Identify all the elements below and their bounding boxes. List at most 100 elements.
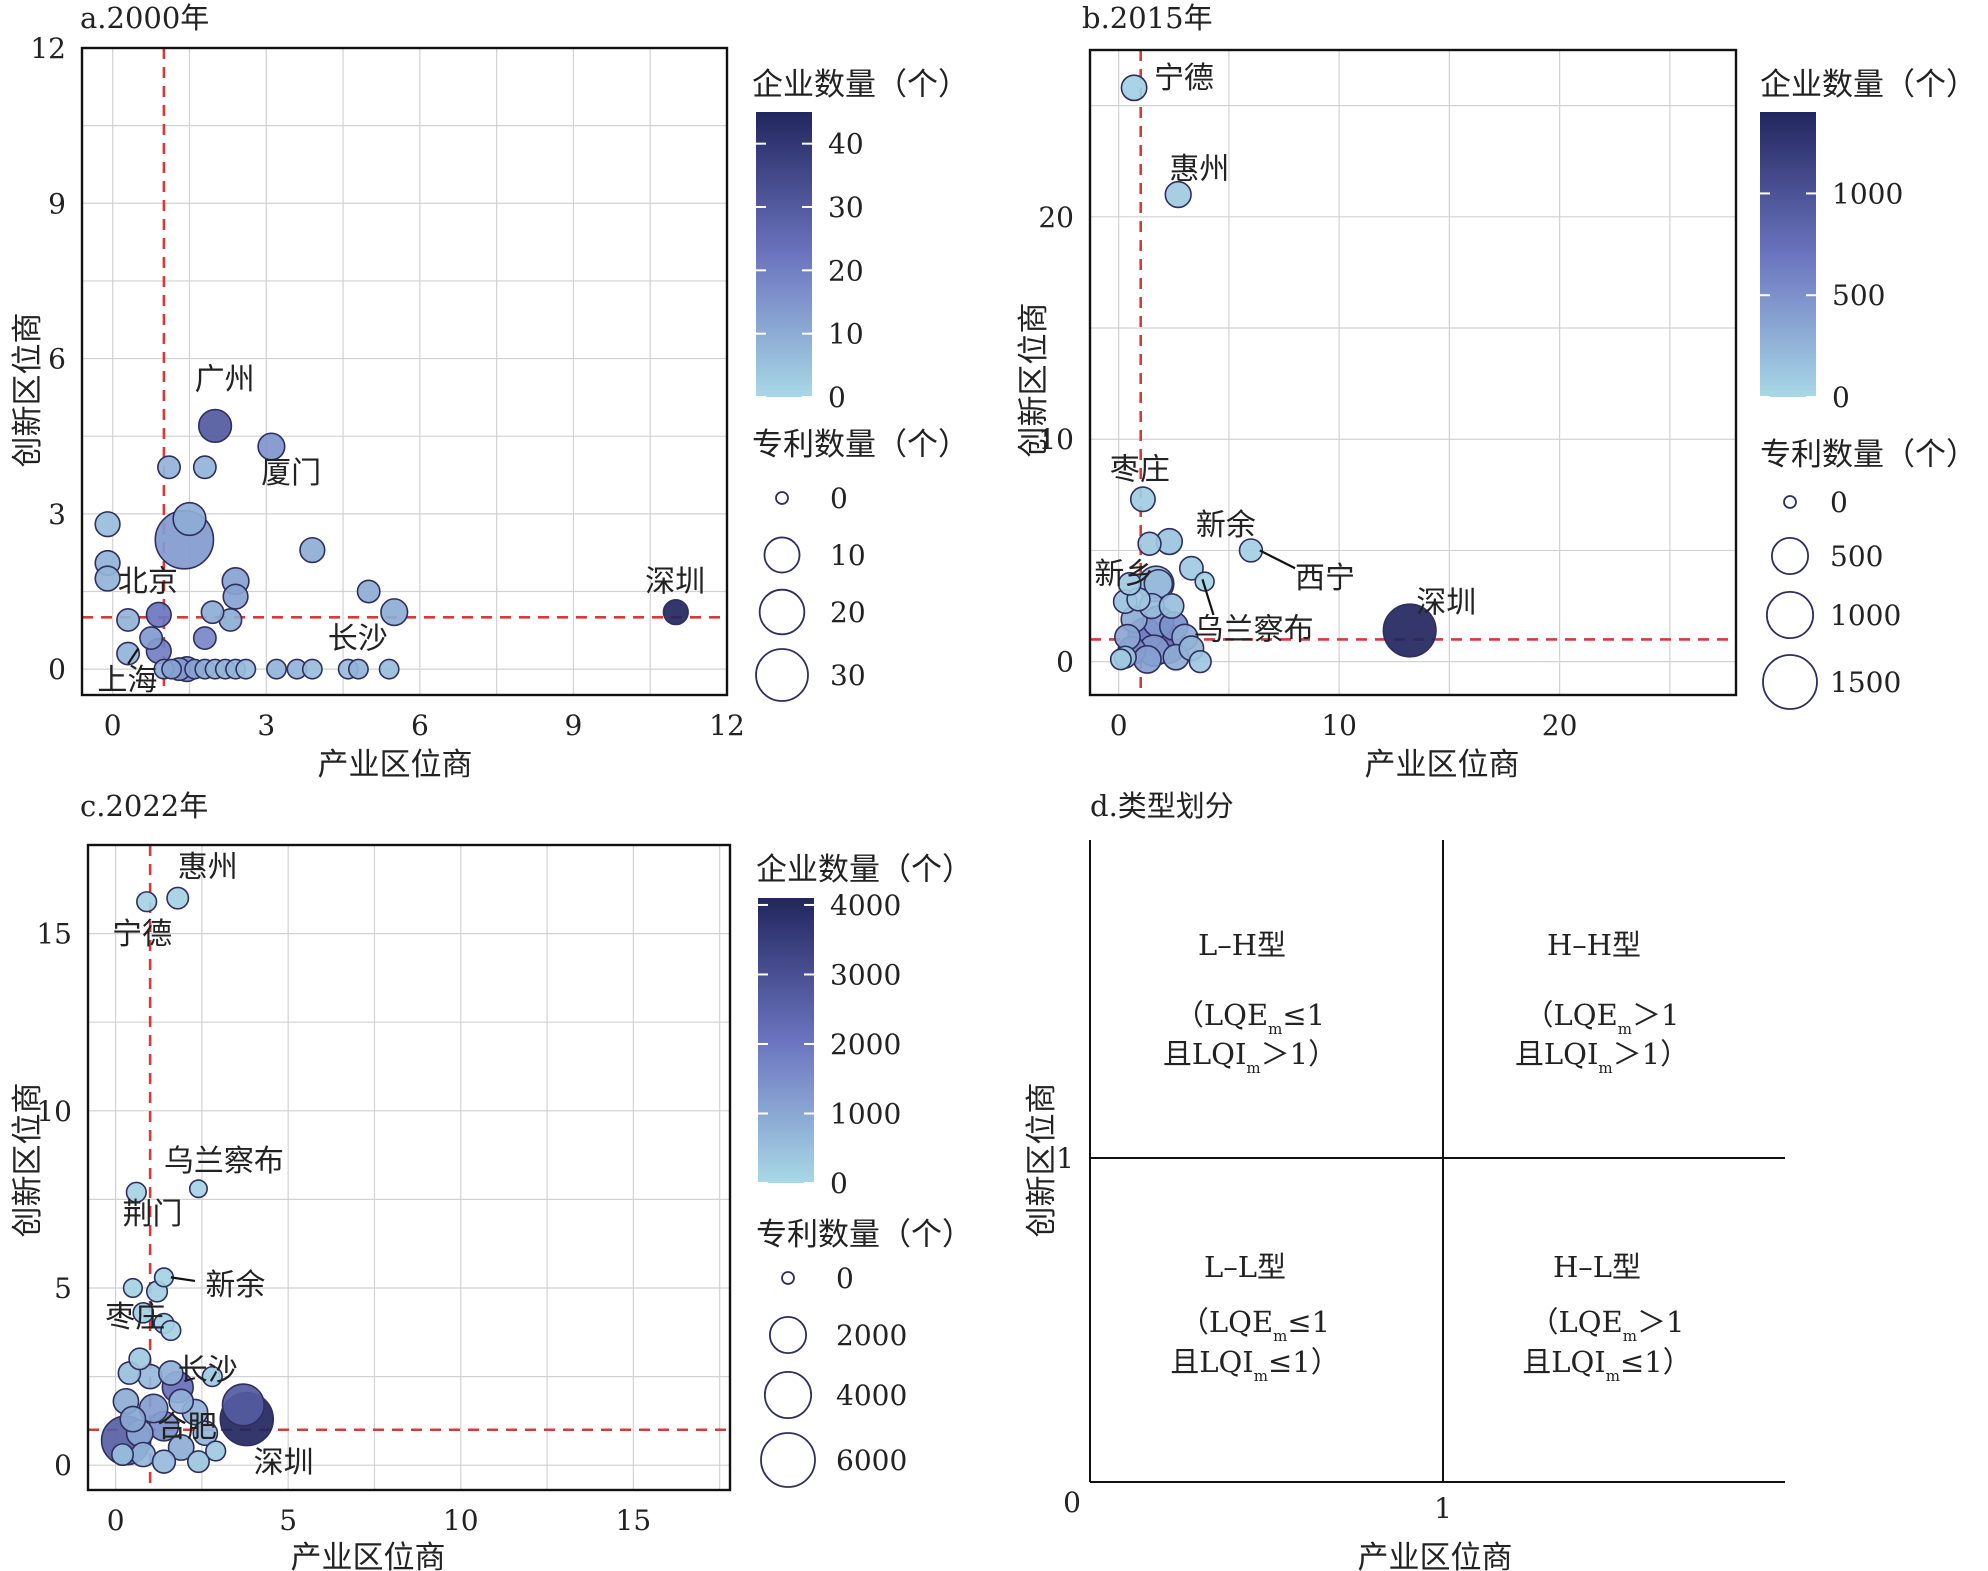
panel-a-data-point	[356, 579, 381, 604]
panel-a-data-point	[380, 598, 409, 627]
panel-a-color-legend: 企业数量（个） 0 10 20 30 40	[752, 67, 969, 414]
panel-c-data-point	[111, 1443, 135, 1467]
panel-b-data-point	[1238, 538, 1264, 563]
panel-d-y-mark: 1	[1056, 1142, 1074, 1175]
panel-b-size-legend-title: 专利数量（个）	[1760, 437, 1977, 473]
panel-b-point-label: 深圳	[1416, 586, 1476, 621]
panel-a-data-point	[378, 658, 400, 680]
panel-c-data-point	[132, 1301, 155, 1324]
panel-c-x-tick-label: 10	[443, 1504, 479, 1537]
panel-c-colorbar-tick-label: 1000	[830, 1097, 901, 1130]
panel-b-leader-line	[1201, 579, 1215, 616]
panel-a-data-point	[116, 641, 141, 666]
panel-b-point-label: 枣庄	[1110, 452, 1170, 487]
panel-c-size-legend-circle	[763, 1370, 813, 1420]
panel-c-color-legend: 企业数量（个） 0 1000 2000 3000 4000	[756, 852, 973, 1200]
panel-b-colorbar-tick-label: 500	[1832, 279, 1885, 312]
panel-b-data-point	[1178, 555, 1204, 581]
panel-a-size-legend-title: 专利数量（个）	[752, 427, 969, 463]
panel-a-colorbar-ticks: 0 10 20 30 40	[756, 128, 864, 414]
panel-a-points	[94, 408, 689, 683]
panel-a-x-tick-labels: 0 3 6 9 12	[104, 709, 745, 742]
panel-c-colorbar-tick-label: 3000	[830, 958, 901, 991]
panel-c-data-point	[136, 891, 158, 913]
panel-a-leader-lines	[127, 647, 140, 665]
panel-b-colorbar-tick-label: 0	[1832, 381, 1850, 414]
quadrant-hl-name: H–L型	[1553, 1250, 1641, 1284]
panel-b-colorbar-tick-label: 1000	[1832, 177, 1903, 210]
panel-a-size-legend: 专利数量（个） 0 10 20 30	[752, 427, 969, 702]
panel-a-size-legend-label: 10	[830, 539, 866, 572]
panel-c-data-point	[188, 1179, 208, 1199]
panel-b-y-tick-label: 10	[1038, 423, 1074, 456]
panel-b-points	[1109, 74, 1437, 674]
panel-b-leader-line	[1259, 549, 1296, 570]
panel-a-point-label: 深圳	[645, 564, 705, 599]
panel-b-point-label: 乌兰察布	[1194, 612, 1314, 647]
panel-a-data-point	[299, 536, 326, 564]
panel-c-size-legend-title: 专利数量（个）	[756, 1217, 973, 1253]
panel-c-point-label: 新余	[205, 1268, 265, 1303]
panel-c-y-tick-labels: 0 5 10 15	[36, 918, 72, 1483]
panel-b-x-tick-label: 10	[1321, 709, 1357, 742]
panel-b-data-point	[1120, 74, 1148, 102]
panel-b-y-axis-label: 创新区位商	[1016, 303, 1052, 458]
panel-b-size-legend-circle	[1770, 536, 1810, 576]
panel-b-y-tick-labels: 0 10 20	[1038, 201, 1074, 679]
panel-a-y-tick-label: 12	[30, 32, 66, 65]
panel-a-data-point	[139, 626, 164, 651]
panel-b-y-tick-label: 0	[1056, 646, 1074, 679]
panel-c-data-point	[201, 1365, 223, 1388]
panel-b-size-legend-items: 0 500 1000 1500	[1762, 486, 1901, 710]
panel-c-plot-frame	[86, 843, 732, 1492]
panel-a-point-label: 广州	[195, 363, 255, 398]
panel-a-y-tick-label: 9	[48, 187, 66, 220]
panel-a-x-tick-label: 12	[709, 709, 745, 742]
panel-a-data-point	[235, 658, 257, 680]
panel-a-data-point	[200, 600, 225, 625]
panel-a-size-legend-circle	[758, 588, 806, 636]
panel-c-size-legend-label: 6000	[836, 1444, 907, 1477]
panel-c-points	[100, 886, 275, 1474]
panel-b-point-label: 新余	[1196, 508, 1256, 543]
panel-a-colorbar	[756, 112, 812, 397]
panel-a-data-point	[172, 501, 207, 537]
panel-a-colorbar-tick-label: 40	[828, 128, 864, 161]
panel-a-data-point	[662, 599, 689, 626]
panel-c-size-legend-label: 0	[836, 1262, 854, 1295]
panel-c-y-tick-label: 5	[54, 1272, 72, 1305]
panel-c-leader-lines	[170, 1276, 196, 1282]
panel-a-x-axis-label: 产业区位商	[318, 747, 473, 783]
panel-a-size-legend-items: 0 10 20 30	[755, 482, 866, 702]
panel-c-data-point	[167, 1434, 195, 1461]
panel-b-point-label: 西宁	[1295, 561, 1355, 596]
panel-c-title: c.2022年	[80, 789, 208, 823]
panel-c-data-point	[128, 1347, 152, 1371]
panel-b-data-point	[1117, 571, 1142, 596]
panel-b-title: b.2015年	[1082, 1, 1213, 35]
panel-c-data-point	[168, 1388, 195, 1415]
quadrant-lh-condition-2: 且LQIm＞1）	[1163, 1037, 1337, 1077]
panel-a-y-tick-label: 0	[48, 653, 66, 686]
panel-a-data-point	[347, 658, 369, 680]
panel-b-data-point	[1137, 531, 1162, 556]
panel-a-size-legend-label: 20	[830, 596, 866, 629]
panel-c-grid	[88, 844, 730, 1490]
panel-a-y-tick-label: 3	[48, 498, 66, 531]
panel-c-point-label: 长沙	[178, 1353, 238, 1388]
panel-c-x-tick-label: 0	[107, 1504, 125, 1537]
panel-c-data-point	[160, 1319, 182, 1342]
panel-a-x-tick-label: 3	[257, 709, 275, 742]
panel-c-data-point	[205, 1440, 227, 1462]
panel-c-x-tick-label: 5	[279, 1504, 297, 1537]
quadrant-ll-name: L–L型	[1204, 1250, 1286, 1284]
panel-b-size-legend-circle	[1765, 590, 1815, 640]
panel-a-point-label: 长沙	[328, 621, 388, 656]
panel-b-y-tick-label: 20	[1038, 201, 1074, 234]
panel-a-data-point	[94, 565, 121, 592]
quadrant-hl-condition-2: 且LQIm≤1）	[1522, 1345, 1691, 1385]
panel-c-size-legend-label: 2000	[836, 1319, 907, 1352]
